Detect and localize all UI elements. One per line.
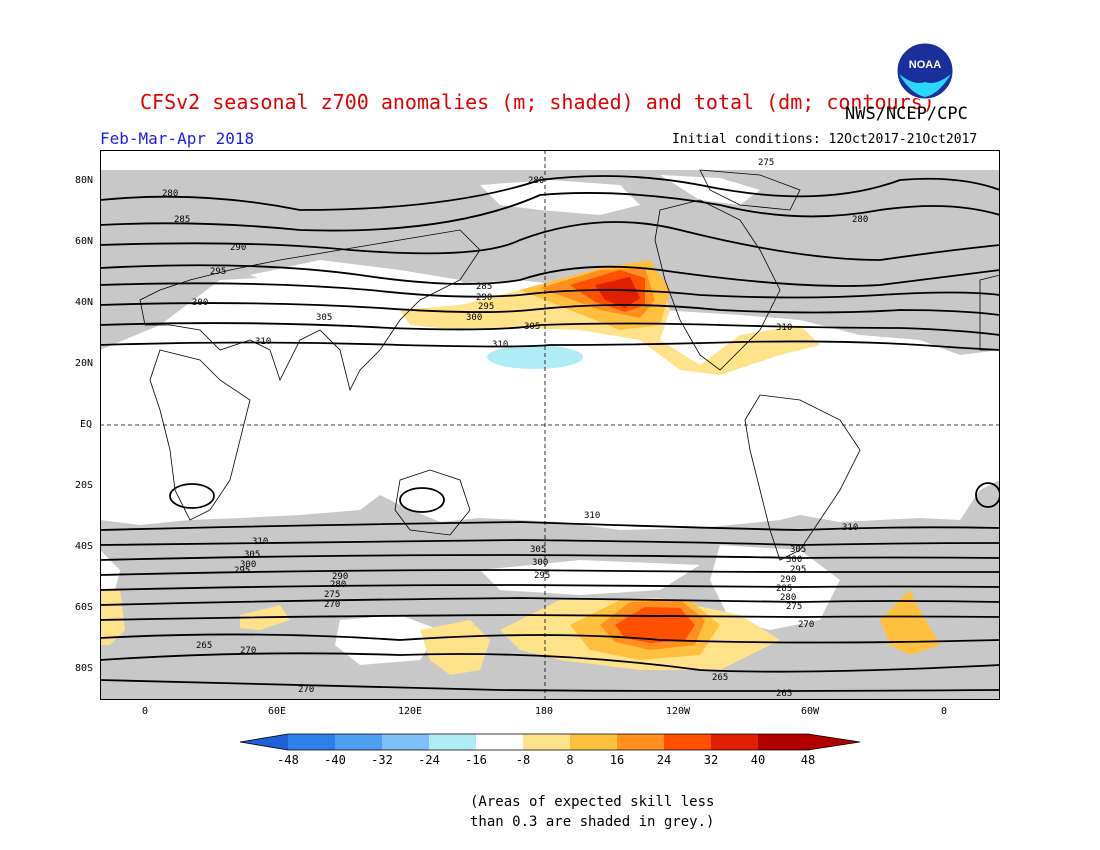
- lat-label: 80N: [75, 175, 94, 186]
- contour-label: 300: [786, 555, 802, 565]
- colorbar-cell: [476, 734, 523, 750]
- contour-label: 290: [230, 243, 246, 253]
- contour-label: 275: [324, 590, 340, 600]
- lat-label: 60N: [75, 236, 94, 247]
- contour-label: 305: [530, 545, 546, 555]
- contour-label: 310: [842, 523, 858, 533]
- contour-label: 270: [324, 600, 340, 610]
- contour-label: 305: [316, 313, 332, 323]
- colorbar-cell: [711, 734, 758, 750]
- contour-label: 280: [780, 593, 796, 603]
- colorbar-cell: [288, 734, 335, 750]
- colorbar-tick-label: -40: [324, 753, 346, 767]
- skill-note-line-2: than 0.3 are shaded in grey.): [470, 814, 715, 830]
- lon-label: 120W: [666, 706, 691, 717]
- lat-label: 80S: [75, 663, 94, 674]
- contour-label: 285: [776, 584, 792, 594]
- map-title: CFSv2 seasonal z700 anomalies (m; shaded…: [140, 90, 935, 114]
- contour-label: 305: [244, 550, 260, 560]
- colorbar-tick-label: -32: [371, 753, 393, 767]
- contour-label: 265: [712, 673, 728, 683]
- colorbar-tick-label: 8: [566, 753, 573, 767]
- contour-label: 270: [798, 620, 814, 630]
- lat-label: EQ: [80, 419, 93, 430]
- lon-label: 0: [941, 706, 948, 717]
- colorbar-high-arrow: [808, 734, 860, 750]
- lat-label: 40N: [75, 297, 94, 308]
- contour-label: 295: [790, 565, 806, 575]
- contour-label: 295: [534, 571, 550, 581]
- colorbar-cell: [382, 734, 429, 750]
- colorbar-tick-label: 24: [657, 753, 671, 767]
- colorbar-tick-label: -24: [418, 753, 440, 767]
- contour-label: 300: [240, 560, 256, 570]
- skill-note: (Areas of expected skill less than 0.3 a…: [470, 792, 714, 832]
- contour-label: 305: [790, 545, 806, 555]
- contour-label: 280: [528, 176, 544, 186]
- colorbar-tick-label: 16: [610, 753, 624, 767]
- lon-label: 0: [142, 706, 149, 717]
- logo-text: NOAA: [909, 59, 941, 71]
- colorbar-tick-label: -48: [277, 753, 299, 767]
- contour-label: 275: [758, 158, 774, 168]
- height-contours: [100, 175, 1000, 692]
- contour-label: 310: [776, 323, 792, 333]
- contour-label: 290: [332, 572, 348, 582]
- lat-label: 60S: [75, 602, 94, 613]
- negative-anomaly-north-pacific: [487, 345, 583, 369]
- contour-label-group: 275 280 280 280 285 285 290 290 295 295 …: [162, 158, 868, 699]
- contour-label: 305: [524, 322, 540, 332]
- colorbar-cell: [523, 734, 570, 750]
- contour-label: 300: [532, 558, 548, 568]
- contour-label: 295: [478, 302, 494, 312]
- season-label: Feb-Mar-Apr 2018: [100, 129, 255, 148]
- colorbar: -48 -40 -32 -24 -16 -8 8 16 24 32 40 48: [240, 733, 860, 767]
- coastlines: [139, 169, 1000, 561]
- lon-label: 60W: [801, 706, 820, 717]
- lat-label: 20S: [75, 480, 94, 491]
- contour-label: 310: [584, 511, 600, 521]
- colorbar-cell: [570, 734, 617, 750]
- anomaly-map: 275 280 280 280 285 285 290 290 295 295 …: [100, 150, 1000, 700]
- contour-label: 280: [852, 215, 868, 225]
- colorbar-tick-label: 40: [751, 753, 765, 767]
- colorbar-cell: [758, 734, 808, 750]
- contour-label: 290: [476, 293, 492, 303]
- initial-conditions-label: Initial conditions: 12Oct2017-21Oct2017: [672, 132, 978, 147]
- contour-label: 265: [196, 641, 212, 651]
- contour-label: 310: [255, 337, 271, 347]
- org-label: NWS/NCEP/CPC: [845, 104, 968, 124]
- contour-label: 295: [234, 566, 250, 576]
- contour-label: 285: [476, 282, 492, 292]
- noaa-logo: NOAA: [896, 42, 954, 100]
- contour-label: 290: [780, 575, 796, 585]
- contour-label: 300: [466, 313, 482, 323]
- contour-label: 270: [240, 646, 256, 656]
- contour-label: 310: [492, 340, 508, 350]
- contour-label: 265: [776, 689, 792, 699]
- colorbar-cell: [429, 734, 476, 750]
- lat-label: 40S: [75, 541, 94, 552]
- contour-label: 280: [330, 580, 346, 590]
- contour-label: 310: [252, 537, 268, 547]
- contour-label: 285: [174, 215, 190, 225]
- colorbar-tick-label: 32: [704, 753, 718, 767]
- lon-label: 180: [535, 706, 554, 717]
- contour-label: 280: [162, 189, 178, 199]
- colorbar-tick-label: 48: [801, 753, 815, 767]
- colorbar-low-arrow: [240, 734, 288, 750]
- colorbar-tick-label: -8: [516, 753, 530, 767]
- contour-label: 295: [210, 267, 226, 277]
- colorbar-cell: [664, 734, 711, 750]
- contour-label: 270: [298, 685, 314, 695]
- colorbar-cell: [617, 734, 664, 750]
- lon-label: 120E: [398, 706, 423, 717]
- colorbar-tick-label: -16: [465, 753, 487, 767]
- colorbar-cell: [335, 734, 382, 750]
- contour-label: 275: [786, 602, 802, 612]
- lat-label: 20N: [75, 358, 94, 369]
- contour-label: 300: [192, 298, 208, 308]
- lon-label: 60E: [268, 706, 287, 717]
- skill-note-line-1: (Areas of expected skill less: [470, 794, 715, 810]
